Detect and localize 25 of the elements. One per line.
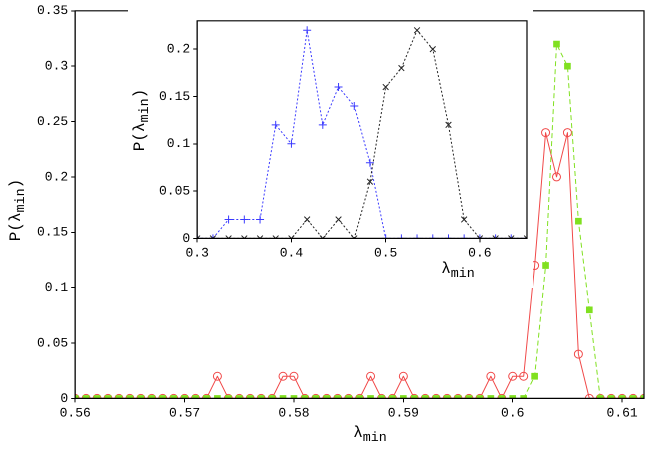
x-tick-label: 0.61 <box>606 406 638 421</box>
y-tick-label: 0.15 <box>36 224 68 240</box>
y-tick-label: 0.05 <box>36 335 68 350</box>
y-tick-label: 0.05 <box>158 184 190 199</box>
x-tick-label: 0.58 <box>278 406 310 421</box>
y-tick-label: 0.1 <box>44 280 68 296</box>
x-tick-label: 0.57 <box>168 406 200 421</box>
x-axis-title: λ$_{min}$ <box>353 424 387 446</box>
x-tick-label: 0.59 <box>388 406 419 421</box>
x-tick-label: 0.6 <box>501 406 524 421</box>
y-tick-label: 0.35 <box>36 3 68 18</box>
y-tick-label: 0 <box>60 390 68 406</box>
y-tick-label: 0.1 <box>166 136 190 152</box>
x-axis-title: λ$_{min}$ <box>441 260 475 282</box>
x-tick-label: 0.5 <box>374 246 398 261</box>
x-tick-label: 0.6 <box>468 246 492 261</box>
y-tick-label: 0.25 <box>36 114 68 129</box>
y-tick-label: 0 <box>182 230 190 246</box>
y-tick-label: 0.15 <box>158 88 190 104</box>
x-tick-label: 0.56 <box>60 406 91 421</box>
y-tick-label: 0.2 <box>44 169 68 184</box>
x-tick-label: 0.4 <box>280 246 304 261</box>
y-tick-label: 0.3 <box>44 58 68 74</box>
x-tick-label: 0.3 <box>186 246 209 261</box>
y-tick-label: 0.2 <box>166 42 190 57</box>
